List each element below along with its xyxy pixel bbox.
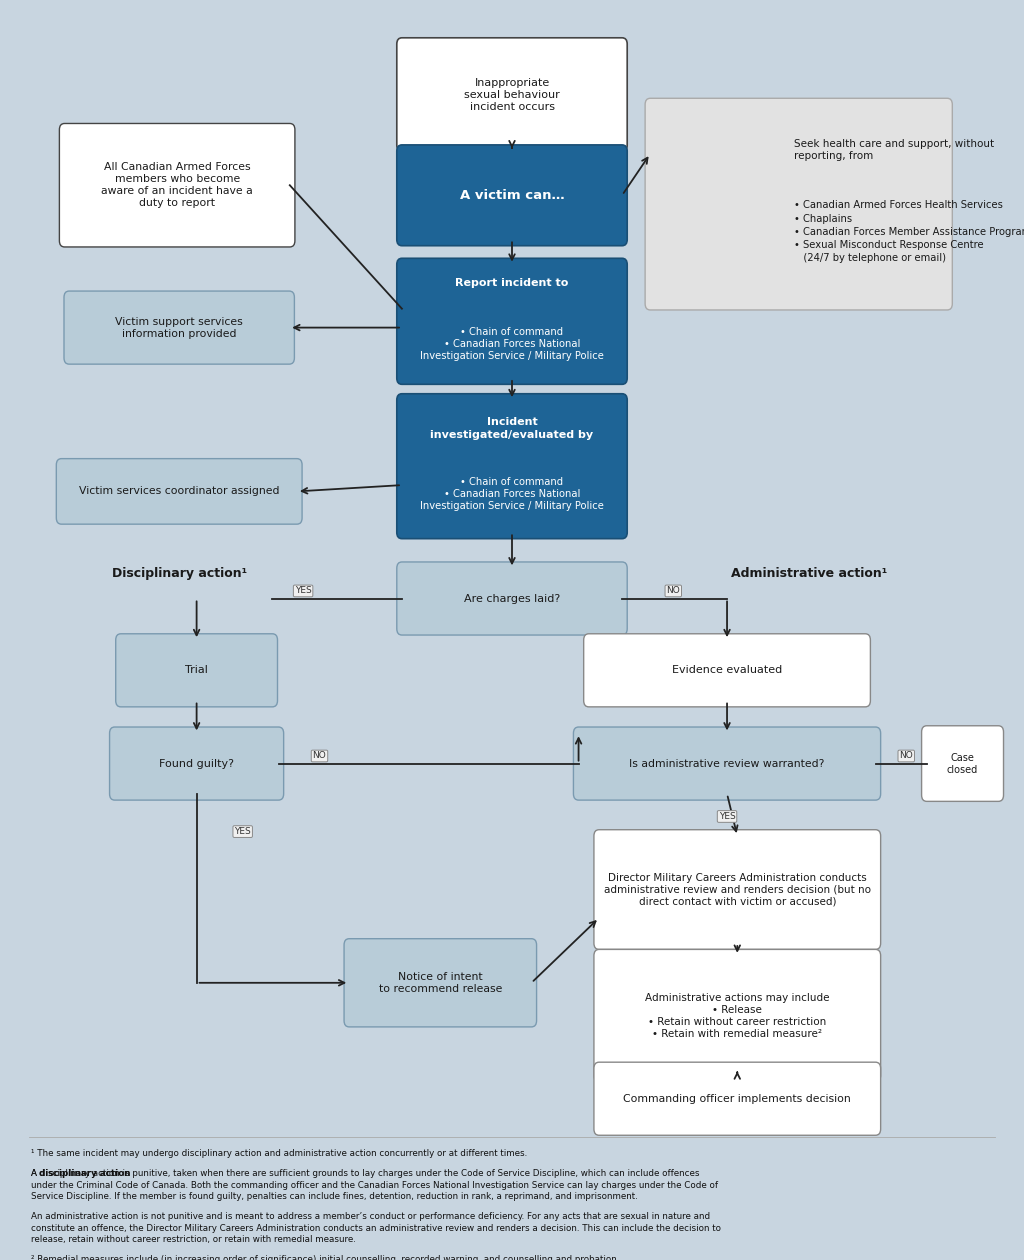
Text: Administrative actions may include
• Release
• Retain without career restriction: Administrative actions may include • Rel… [645,993,829,1038]
FancyBboxPatch shape [397,258,627,384]
Text: A disciplinary action is punitive, taken when there are sufficient grounds to la: A disciplinary action is punitive, taken… [31,1169,718,1201]
FancyBboxPatch shape [594,950,881,1081]
Text: YES: YES [295,586,311,596]
Text: disciplinary action: disciplinary action [39,1169,130,1178]
FancyBboxPatch shape [922,726,1004,801]
Text: All Canadian Armed Forces
members who become
aware of an incident have a
duty to: All Canadian Armed Forces members who be… [101,163,253,208]
Text: An administrative action is not punitive and is meant to address a member’s cond: An administrative action is not punitive… [31,1212,721,1244]
FancyBboxPatch shape [59,123,295,247]
Text: Case
closed: Case closed [947,752,978,775]
Text: Found guilty?: Found guilty? [159,759,234,769]
Text: Administrative action¹: Administrative action¹ [731,567,887,580]
Text: Disciplinary action¹: Disciplinary action¹ [112,567,247,580]
FancyBboxPatch shape [110,727,284,800]
Text: A: A [31,1169,40,1178]
Text: • Canadian Armed Forces Health Services
• Chaplains
• Canadian Forces Member Ass: • Canadian Armed Forces Health Services … [794,200,1024,263]
Text: Evidence evaluated: Evidence evaluated [672,665,782,675]
FancyBboxPatch shape [594,829,881,950]
Text: ¹ The same incident may undergo disciplinary action and administrative action co: ¹ The same incident may undergo discipli… [31,1149,527,1158]
Text: Commanding officer implements decision: Commanding officer implements decision [624,1094,851,1104]
FancyBboxPatch shape [116,634,278,707]
Text: ² Remedial measures include (in increasing order of significance) initial counse: ² Remedial measures include (in increasi… [31,1255,620,1260]
Text: NO: NO [667,586,680,596]
FancyBboxPatch shape [397,562,627,635]
Text: • Chain of command
• Canadian Forces National
Investigation Service / Military P: • Chain of command • Canadian Forces Nat… [420,326,604,362]
Text: Notice of intent
to recommend release: Notice of intent to recommend release [379,971,502,994]
Text: Victim support services
information provided: Victim support services information prov… [116,316,243,339]
Text: Director Military Careers Administration conducts
administrative review and rend: Director Military Careers Administration… [604,873,870,906]
Text: NO: NO [312,751,327,761]
FancyBboxPatch shape [397,38,627,151]
FancyBboxPatch shape [63,291,295,364]
Text: Seek health care and support, without
reporting, from: Seek health care and support, without re… [794,139,993,161]
FancyBboxPatch shape [584,634,870,707]
FancyBboxPatch shape [594,1062,881,1135]
FancyBboxPatch shape [397,145,627,246]
Text: Is administrative review warranted?: Is administrative review warranted? [630,759,824,769]
Text: Victim services coordinator assigned: Victim services coordinator assigned [79,486,280,496]
Text: Trial: Trial [185,665,208,675]
FancyBboxPatch shape [344,939,537,1027]
Text: Incident
investigated/evaluated by: Incident investigated/evaluated by [430,417,594,440]
Text: • Chain of command
• Canadian Forces National
Investigation Service / Military P: • Chain of command • Canadian Forces Nat… [420,476,604,512]
Text: YES: YES [234,827,251,837]
FancyBboxPatch shape [573,727,881,800]
FancyBboxPatch shape [397,393,627,539]
Text: YES: YES [719,811,735,822]
Text: Are charges laid?: Are charges laid? [464,593,560,604]
Text: NO: NO [899,751,913,761]
FancyBboxPatch shape [56,459,302,524]
Text: Inappropriate
sexual behaviour
incident occurs: Inappropriate sexual behaviour incident … [464,78,560,111]
FancyBboxPatch shape [645,98,952,310]
Text: Report incident to: Report incident to [456,278,568,289]
Text: A victim can…: A victim can… [460,189,564,202]
